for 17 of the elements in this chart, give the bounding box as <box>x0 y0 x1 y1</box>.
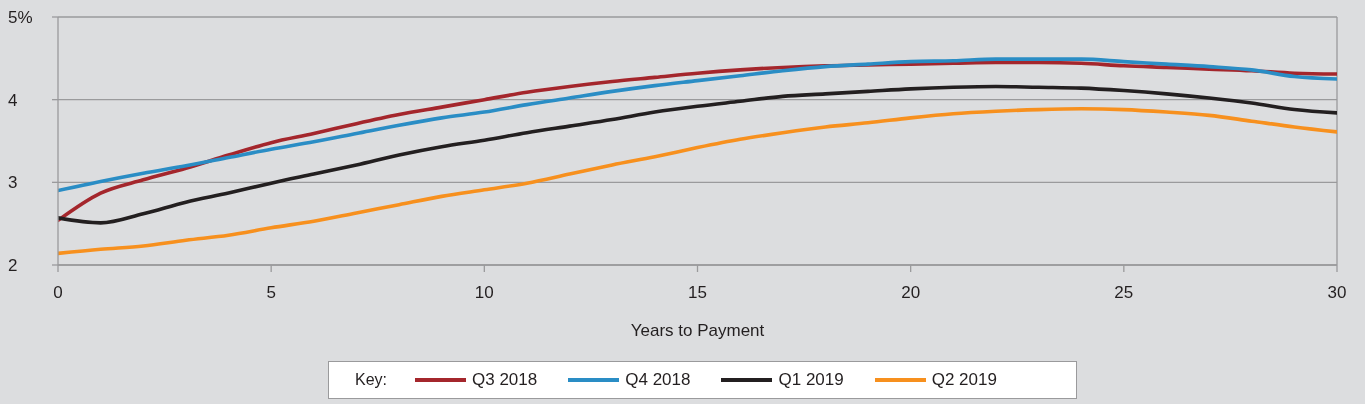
y-tick-label: 4 <box>8 90 18 110</box>
legend-label: Q2 2019 <box>931 370 997 390</box>
legend-label: Q4 2018 <box>625 370 691 390</box>
x-tick-label: 30 <box>1327 283 1347 303</box>
x-tick-label: 5 <box>266 283 276 303</box>
x-tick-label: 25 <box>1114 283 1134 303</box>
x-axis-title: Years to Payment <box>630 321 765 340</box>
x-tick-label: 20 <box>901 283 921 303</box>
y-tick-label: 3 <box>8 173 18 193</box>
legend-label: Q1 2019 <box>778 370 844 390</box>
x-tick-label: 10 <box>474 283 494 303</box>
y-tick-label: 2 <box>8 256 18 276</box>
y-tick-label: 5% <box>8 8 33 28</box>
legend-label: Q3 2018 <box>472 370 538 390</box>
legend-title: Key: <box>355 371 388 389</box>
x-tick-label: 15 <box>688 283 707 303</box>
x-tick-label: 0 <box>53 283 63 303</box>
